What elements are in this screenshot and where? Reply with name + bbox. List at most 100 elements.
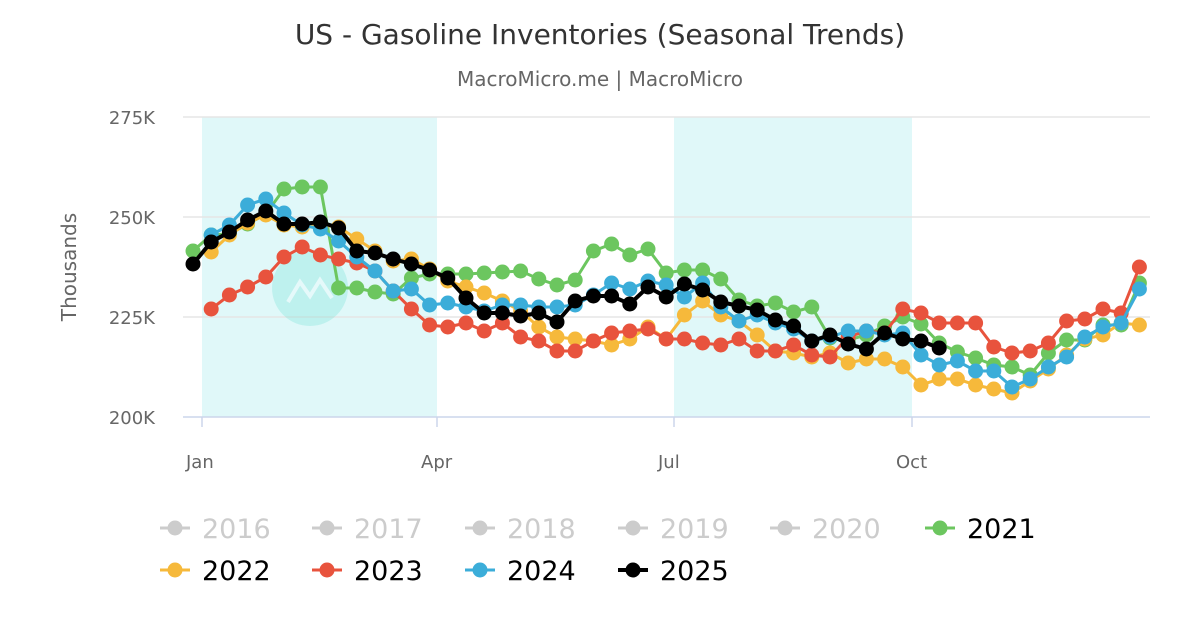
data-point-2025[interactable] xyxy=(877,325,893,341)
data-point-2023[interactable] xyxy=(622,323,638,339)
data-point-2022[interactable] xyxy=(968,377,984,393)
data-point-2021[interactable] xyxy=(695,262,711,278)
data-point-2021[interactable] xyxy=(549,277,565,293)
legend-item-2018[interactable]: 2018 xyxy=(465,514,576,545)
data-point-2025[interactable] xyxy=(458,290,474,306)
data-point-2025[interactable] xyxy=(767,312,783,328)
legend-item-2021[interactable]: 2021 xyxy=(925,514,1036,545)
data-point-2023[interactable] xyxy=(567,343,583,359)
data-point-2023[interactable] xyxy=(804,347,820,363)
data-point-2023[interactable] xyxy=(585,333,601,349)
data-point-2023[interactable] xyxy=(1077,311,1093,327)
data-point-2024[interactable] xyxy=(840,323,856,339)
data-point-2022[interactable] xyxy=(604,337,620,353)
data-point-2024[interactable] xyxy=(1113,315,1129,331)
data-point-2021[interactable] xyxy=(458,266,474,282)
data-point-2023[interactable] xyxy=(476,323,492,339)
data-point-2025[interactable] xyxy=(549,314,565,330)
data-point-2025[interactable] xyxy=(786,318,802,334)
data-point-2021[interactable] xyxy=(567,272,583,288)
data-point-2021[interactable] xyxy=(658,265,674,281)
data-point-2023[interactable] xyxy=(1095,301,1111,317)
data-point-2023[interactable] xyxy=(640,321,656,337)
data-point-2023[interactable] xyxy=(1022,343,1038,359)
data-point-2024[interactable] xyxy=(622,281,638,297)
data-point-2023[interactable] xyxy=(949,315,965,331)
data-point-2022[interactable] xyxy=(1131,317,1147,333)
data-point-2025[interactable] xyxy=(440,270,456,286)
data-point-2023[interactable] xyxy=(331,251,347,267)
data-point-2021[interactable] xyxy=(494,264,510,280)
data-point-2025[interactable] xyxy=(749,302,765,318)
data-point-2021[interactable] xyxy=(276,181,292,197)
data-point-2023[interactable] xyxy=(1131,259,1147,275)
data-point-2023[interactable] xyxy=(749,343,765,359)
data-point-2025[interactable] xyxy=(185,256,201,272)
legend-item-2022[interactable]: 2022 xyxy=(160,556,271,587)
legend-item-2019[interactable]: 2019 xyxy=(618,514,729,545)
data-point-2021[interactable] xyxy=(786,304,802,320)
data-point-2025[interactable] xyxy=(276,216,292,232)
data-point-2023[interactable] xyxy=(458,315,474,331)
data-point-2023[interactable] xyxy=(1004,345,1020,361)
data-point-2025[interactable] xyxy=(240,212,256,228)
data-point-2024[interactable] xyxy=(1077,329,1093,345)
data-point-2024[interactable] xyxy=(276,205,292,221)
data-point-2022[interactable] xyxy=(749,327,765,343)
data-point-2025[interactable] xyxy=(258,203,274,219)
data-point-2023[interactable] xyxy=(422,317,438,333)
data-point-2021[interactable] xyxy=(531,271,547,287)
legend-item-2023[interactable]: 2023 xyxy=(312,556,423,587)
data-point-2021[interactable] xyxy=(622,247,638,263)
data-point-2024[interactable] xyxy=(986,363,1002,379)
data-point-2022[interactable] xyxy=(567,331,583,347)
data-point-2021[interactable] xyxy=(185,243,201,259)
data-point-2021[interactable] xyxy=(367,284,383,300)
data-point-2022[interactable] xyxy=(949,371,965,387)
data-point-2024[interactable] xyxy=(422,297,438,313)
data-point-2025[interactable] xyxy=(840,336,856,352)
data-point-2025[interactable] xyxy=(622,296,638,312)
data-point-2025[interactable] xyxy=(331,220,347,236)
data-point-2023[interactable] xyxy=(713,337,729,353)
data-point-2021[interactable] xyxy=(585,243,601,259)
data-point-2021[interactable] xyxy=(403,270,419,286)
data-point-2024[interactable] xyxy=(1004,379,1020,395)
data-point-2023[interactable] xyxy=(676,331,692,347)
data-point-2024[interactable] xyxy=(676,289,692,305)
data-point-2023[interactable] xyxy=(240,279,256,295)
legend-item-2024[interactable]: 2024 xyxy=(465,556,576,587)
data-point-2022[interactable] xyxy=(676,307,692,323)
data-point-2023[interactable] xyxy=(276,249,292,265)
data-point-2025[interactable] xyxy=(385,251,401,267)
data-point-2024[interactable] xyxy=(913,347,929,363)
data-point-2025[interactable] xyxy=(804,333,820,349)
data-point-2024[interactable] xyxy=(440,295,456,311)
data-point-2022[interactable] xyxy=(877,351,893,367)
data-point-2024[interactable] xyxy=(604,275,620,291)
legend-item-2025[interactable]: 2025 xyxy=(618,556,729,587)
data-point-2022[interactable] xyxy=(349,231,365,247)
data-point-2022[interactable] xyxy=(986,381,1002,397)
data-point-2024[interactable] xyxy=(968,363,984,379)
data-point-2022[interactable] xyxy=(913,377,929,393)
data-point-2023[interactable] xyxy=(294,239,310,255)
data-point-2025[interactable] xyxy=(604,288,620,304)
data-point-2025[interactable] xyxy=(422,262,438,278)
data-point-2021[interactable] xyxy=(294,179,310,195)
data-point-2025[interactable] xyxy=(567,293,583,309)
data-point-2025[interactable] xyxy=(476,305,492,321)
data-point-2021[interactable] xyxy=(676,262,692,278)
data-point-2021[interactable] xyxy=(513,263,529,279)
data-point-2022[interactable] xyxy=(931,371,947,387)
data-point-2025[interactable] xyxy=(494,305,510,321)
data-point-2025[interactable] xyxy=(731,298,747,314)
data-point-2023[interactable] xyxy=(403,301,419,317)
data-point-2024[interactable] xyxy=(1095,319,1111,335)
data-point-2022[interactable] xyxy=(476,285,492,301)
data-point-2025[interactable] xyxy=(403,256,419,272)
data-point-2024[interactable] xyxy=(331,233,347,249)
data-point-2023[interactable] xyxy=(549,343,565,359)
data-point-2024[interactable] xyxy=(258,191,274,207)
data-point-2023[interactable] xyxy=(767,343,783,359)
